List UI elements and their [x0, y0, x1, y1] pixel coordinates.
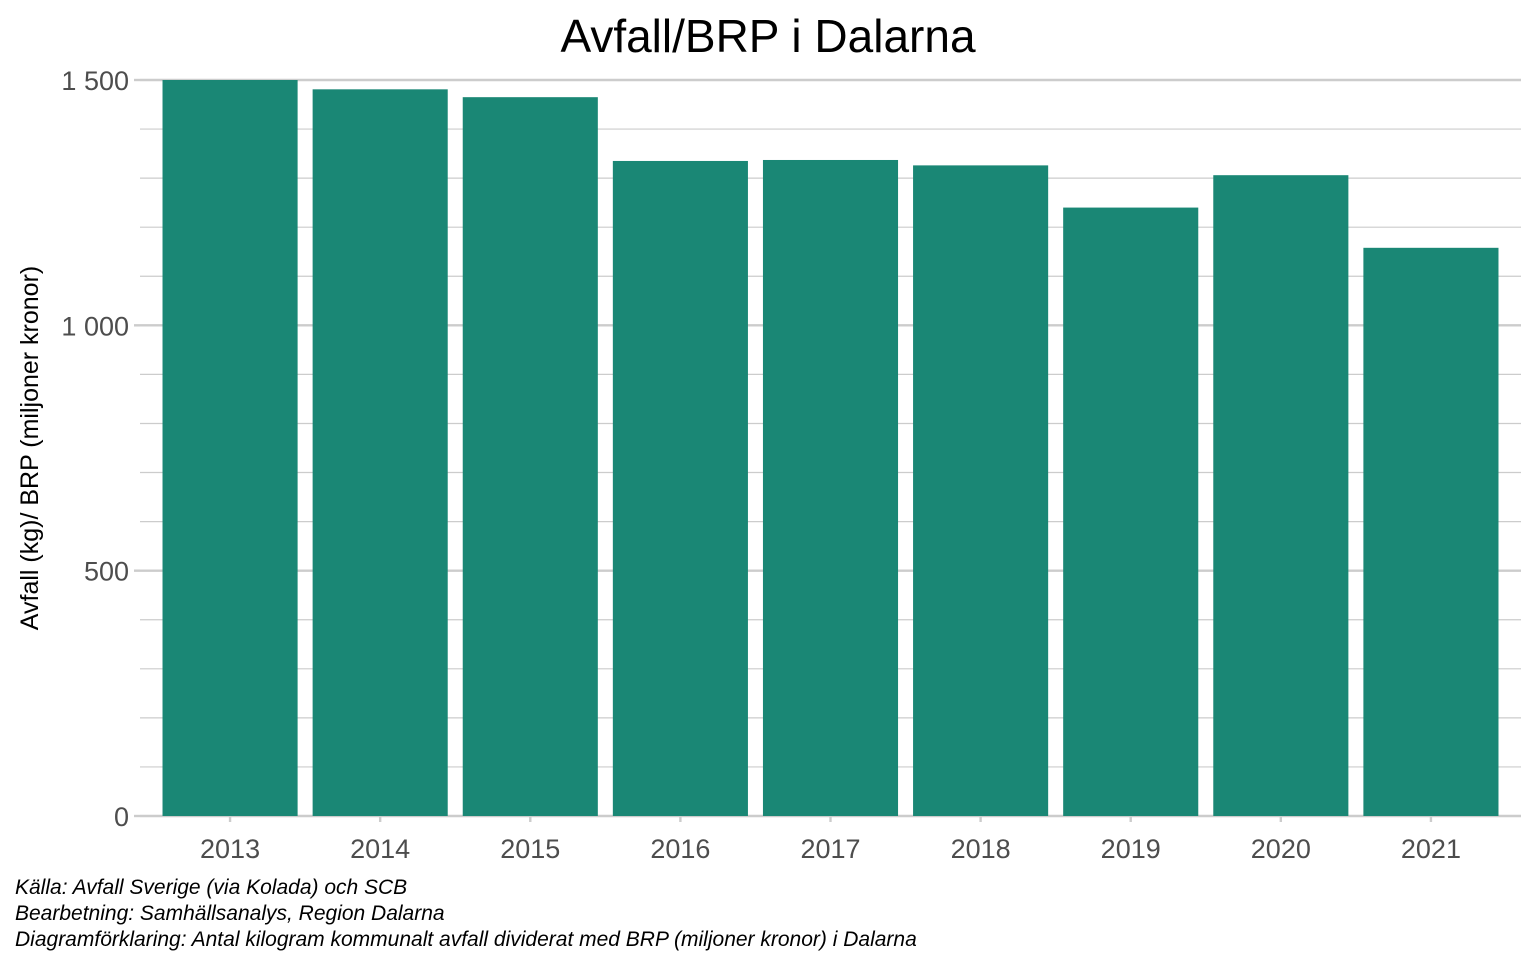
y-tick-label: 1 500 [61, 66, 129, 96]
x-tick-label: 2013 [200, 834, 260, 864]
y-axis-ticks: 0 500 1 000 1 500 [61, 66, 140, 832]
x-tick-label: 2021 [1401, 834, 1461, 864]
bar-chart: Avfall/BRP i Dalarna Avfall (kg)/ BRP (m… [16, 10, 1521, 864]
bar-2020 [1213, 175, 1349, 816]
bar-2017 [762, 159, 899, 817]
source-caption: Källa: Avfall Sverige (via Kolada) och S… [15, 876, 408, 899]
processing-caption: Bearbetning: Samhällsanalys, Region Dala… [15, 902, 445, 925]
x-tick-label: 2018 [951, 834, 1011, 864]
y-axis-label: Avfall (kg)/ BRP (miljoner kronor) [16, 266, 44, 630]
y-tick-label: 0 [114, 802, 129, 832]
bars [162, 80, 1499, 817]
bar-2021 [1363, 247, 1499, 817]
x-tick-label: 2016 [650, 834, 710, 864]
x-tick-label: 2019 [1101, 834, 1161, 864]
x-tick-label: 2020 [1251, 834, 1311, 864]
x-tick-label: 2015 [500, 834, 560, 864]
x-axis-ticks: 2013 2014 2015 2016 2017 2018 2019 2020 2021 [200, 816, 1461, 864]
bar-2019 [1063, 207, 1199, 816]
chart-title: Avfall/BRP i Dalarna [560, 10, 975, 62]
bar-2014 [312, 89, 448, 816]
explanation-caption: Diagramförklaring: Antal kilogram kommun… [15, 928, 917, 951]
y-tick-label: 1 000 [61, 311, 129, 341]
x-tick-label: 2014 [350, 834, 410, 864]
bar-2018 [913, 165, 1049, 817]
bar-2016 [612, 160, 748, 816]
y-tick-label: 500 [84, 557, 129, 587]
bar-2013 [162, 80, 298, 816]
x-tick-label: 2017 [800, 834, 860, 864]
bar-2015 [462, 97, 598, 816]
